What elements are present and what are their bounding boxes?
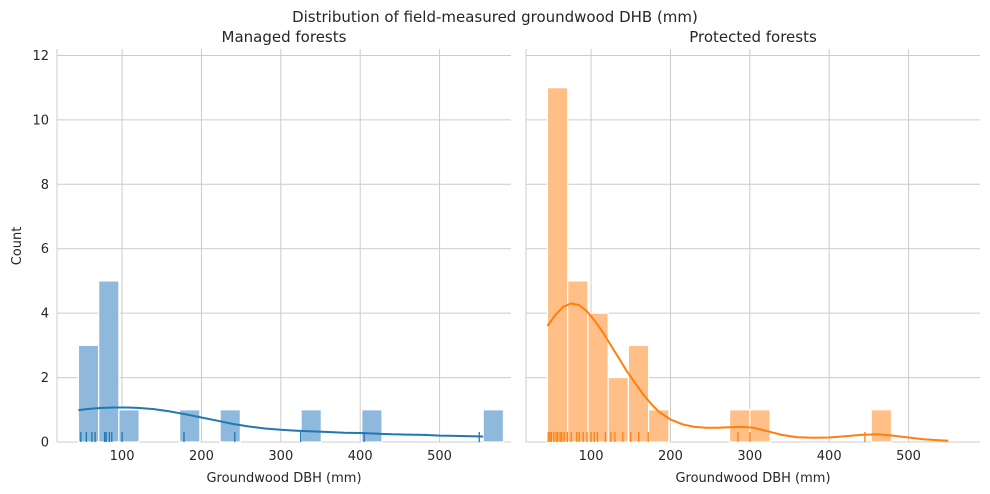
histogram-bar-protected xyxy=(648,409,670,443)
x-tick-label-managed: 500 xyxy=(427,449,452,464)
histogram-bar-managed xyxy=(179,409,201,443)
y-tick-label: 6 xyxy=(41,242,49,257)
x-tick-label-protected: 300 xyxy=(737,449,762,464)
x-axis-label-protected: Groundwood DBH (mm) xyxy=(675,471,830,486)
histogram-bar-managed xyxy=(482,409,505,443)
histogram-bar-protected xyxy=(587,312,609,443)
x-tick-label-protected: 100 xyxy=(579,449,604,464)
y-tick-label: 10 xyxy=(32,113,49,128)
panel-managed: Managed forests Groundwood DBH (mm) 100 2… xyxy=(32,28,511,486)
histogram-bar-protected xyxy=(627,344,650,443)
panel-title-protected: Protected forests xyxy=(689,28,817,46)
histogram-bar-managed xyxy=(118,409,140,443)
x-tick-label-protected: 500 xyxy=(896,449,921,464)
kde-line-managed xyxy=(78,406,484,438)
y-tick-label: 12 xyxy=(32,49,49,64)
panel-protected: Protected forests Groundwood DBH (mm) 10… xyxy=(525,28,980,486)
x-tick-label-managed: 200 xyxy=(189,449,214,464)
histogram-bar-managed xyxy=(98,280,120,443)
histogram-bar-managed xyxy=(77,344,100,443)
x-tick-label-managed: 300 xyxy=(268,449,293,464)
y-axis-label: Count xyxy=(10,227,25,266)
x-tick-label-protected: 400 xyxy=(817,449,842,464)
histogram-bar-managed xyxy=(361,409,383,443)
histogram-bar-protected xyxy=(546,87,569,443)
histogram-bar-managed xyxy=(300,409,322,443)
y-tick-label: 0 xyxy=(41,436,49,451)
histogram-bar-protected xyxy=(870,409,893,443)
x-tick-label-managed: 400 xyxy=(348,449,373,464)
histogram-bar-protected xyxy=(749,409,771,443)
panel-title-managed: Managed forests xyxy=(222,28,347,46)
kde-line-protected xyxy=(546,302,949,442)
y-tick-label: 8 xyxy=(41,178,49,193)
figure-title: Distribution of field-measured groundwoo… xyxy=(292,8,698,26)
histogram-bar-managed xyxy=(219,409,241,443)
y-tick-label: 2 xyxy=(41,371,49,386)
x-tick-label-managed: 100 xyxy=(110,449,135,464)
y-tick-label: 4 xyxy=(41,307,49,322)
histogram-bar-protected xyxy=(728,409,751,443)
x-axis-label-managed: Groundwood DBH (mm) xyxy=(206,471,361,486)
x-tick-label-protected: 200 xyxy=(658,449,683,464)
